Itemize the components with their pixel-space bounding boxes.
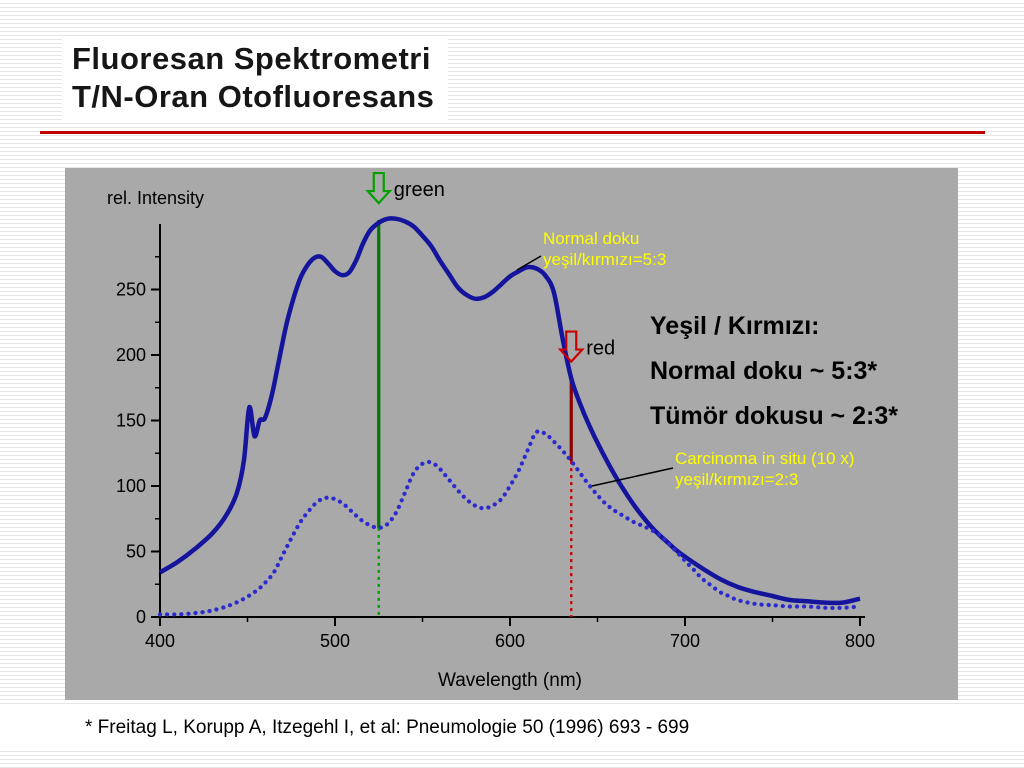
- title-block: Fluoresan Spektrometri T/N-Oran Otofluor…: [62, 36, 449, 122]
- leader-normal-doku: [516, 255, 542, 271]
- y-tick-label: 100: [116, 476, 146, 496]
- callout-normal-doku-line1: Normal doku: [543, 229, 640, 248]
- slide-title-line2: T/N-Oran Otofluoresans: [72, 79, 435, 114]
- callout-carcinoma: Carcinoma in situ (10 x) yeşil/kırmızı=2…: [675, 448, 855, 490]
- curve-carcinoma: [157, 428, 863, 617]
- ratio-annotation-line2: Normal doku ~ 5:3*: [650, 357, 878, 385]
- down-arrow-red-icon: [557, 330, 585, 364]
- down-arrow-green-icon: [365, 171, 393, 205]
- spectrum-chart: 400 500 600 700 800 0 50 100 150 200 250 green red: [116, 171, 875, 651]
- x-tick-label: 500: [320, 631, 350, 651]
- x-tick-label: 700: [670, 631, 700, 651]
- y-tick-label: 200: [116, 345, 146, 365]
- callout-carcinoma-line2: yeşil/kırmızı=2:3: [675, 470, 799, 489]
- marker-label-red: red: [586, 338, 615, 360]
- y-tick-label: 50: [126, 542, 146, 562]
- leader-carcinoma: [591, 467, 674, 487]
- y-tick-label: 150: [116, 411, 146, 431]
- chart-panel: 400 500 600 700 800 0 50 100 150 200 250 green red r…: [65, 168, 958, 700]
- y-axis-title: rel. Intensity: [107, 188, 205, 208]
- slide-title-line1: Fluoresan Spektrometri: [72, 41, 431, 76]
- x-tick-label: 600: [495, 631, 525, 651]
- x-tick-label: 800: [845, 631, 875, 651]
- callout-normal-doku: Normal doku yeşil/kırmızı=5:3: [543, 228, 666, 270]
- y-tick-label: 250: [116, 280, 146, 300]
- marker-label-green: green: [394, 179, 445, 201]
- y-tick-label: 0: [136, 607, 146, 627]
- callout-carcinoma-line1: Carcinoma in situ (10 x): [675, 449, 855, 468]
- callout-normal-doku-line2: yeşil/kırmızı=5:3: [543, 250, 667, 269]
- ratio-annotation-line3: Tümör dokusu ~ 2:3*: [650, 402, 898, 430]
- citation: * Freitag L, Korupp A, Itzegehl I, et al…: [85, 717, 690, 738]
- x-axis-title: Wavelength (nm): [438, 670, 582, 691]
- ratio-annotation-line1: Yeşil / Kırmızı:: [650, 312, 820, 340]
- footer: * Freitag L, Korupp A, Itzegehl I, et al…: [0, 706, 1024, 750]
- title-underline: [40, 131, 985, 134]
- x-tick-label: 400: [145, 631, 175, 651]
- ratio-annotation: Yeşil / Kırmızı: Normal doku ~ 5:3* Tümö…: [650, 304, 898, 439]
